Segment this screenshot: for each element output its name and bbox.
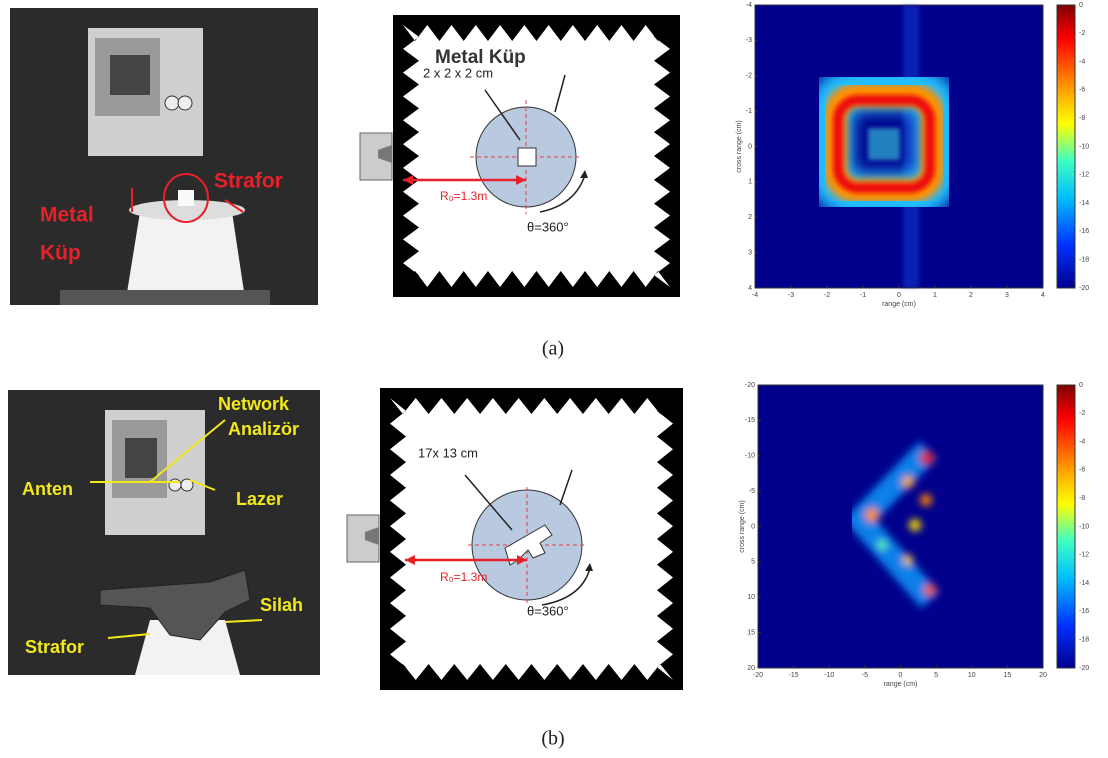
colorbar-tick-label: -12: [1079, 552, 1089, 559]
colorbar-tick-label: -18: [1079, 257, 1089, 264]
photo-label: Lazer: [236, 489, 283, 509]
y-tick-label: -2: [746, 73, 752, 80]
y-tick-label: 5: [751, 559, 755, 566]
x-axis-label: range (cm): [884, 681, 918, 688]
x-tick-label: 2: [969, 292, 973, 299]
x-tick-label: -5: [862, 672, 868, 679]
y-tick-label: 2: [748, 214, 752, 221]
y-tick-label: 15: [747, 629, 755, 636]
x-tick-label: -15: [789, 672, 799, 679]
photo-label: Analizör: [228, 419, 299, 439]
x-tick-label: -4: [752, 292, 758, 299]
x-tick-label: 3: [1005, 292, 1009, 299]
x-tick-label: -20: [753, 672, 763, 679]
y-tick-label: 0: [751, 523, 755, 530]
y-tick-label: -3: [746, 37, 752, 44]
x-tick-label: 4: [1041, 292, 1045, 299]
diagram-label: R₀=1.3m: [440, 189, 487, 203]
x-axis-label: range (cm): [882, 301, 916, 308]
colorbar-tick-label: -10: [1079, 143, 1089, 150]
photo-label: Anten: [22, 479, 73, 499]
caption: (a): [542, 338, 564, 360]
photo-label: Strafor: [214, 170, 283, 193]
x-tick-label: 10: [968, 672, 976, 679]
body: Strafor Metal Küp Metal Küp 2 x 2 x 2 cm…: [0, 0, 1108, 758]
photo-a: Strafor Metal Küp: [10, 8, 318, 305]
y-tick-label: 1: [748, 179, 752, 186]
colorbar-tick-label: -20: [1079, 285, 1089, 292]
y-tick-label: 10: [747, 594, 755, 601]
colorbar-tick-label: -2: [1079, 410, 1085, 417]
image-a: [755, 5, 1075, 288]
x-tick-label: -3: [788, 292, 794, 299]
x-tick-label: 1: [933, 292, 937, 299]
y-tick-label: -1: [746, 108, 752, 115]
diagram-label: θ=360°: [527, 603, 569, 618]
y-tick-label: 4: [748, 285, 752, 292]
colorbar-tick-label: 0: [1079, 2, 1083, 9]
photo-label: Strafor: [25, 637, 84, 657]
page: Figure {"figure": {"panels": [ {"caption…: [0, 0, 1108, 758]
colorbar-tick-label: -4: [1079, 58, 1085, 65]
diagram-label: θ=360°: [527, 219, 569, 234]
colorbar-tick-label: -4: [1079, 438, 1085, 445]
colorbar-tick-label: -6: [1079, 467, 1085, 474]
x-tick-label: 15: [1003, 672, 1011, 679]
colorbar-tick-label: -20: [1079, 665, 1089, 672]
photo-label: Küp: [40, 242, 81, 265]
x-tick-label: 0: [897, 292, 901, 299]
x-tick-label: -10: [824, 672, 834, 679]
colorbar-tick-label: -16: [1079, 228, 1089, 235]
y-tick-label: 20: [747, 665, 755, 672]
y-tick-label: -10: [745, 453, 755, 460]
colorbar-tick-label: 0: [1079, 382, 1083, 389]
colorbar-tick-label: -2: [1079, 30, 1085, 37]
figure: Strafor Metal Küp Metal Küp 2 x 2 x 2 cm…: [0, 0, 1108, 758]
colorbar-tick-label: -14: [1079, 580, 1089, 587]
photo-label: Network: [218, 394, 290, 414]
x-tick-label: 0: [899, 672, 903, 679]
x-tick-label: -1: [860, 292, 866, 299]
y-tick-label: 0: [748, 143, 752, 150]
y-tick-label: -4: [746, 2, 752, 9]
colorbar-tick-label: -6: [1079, 87, 1085, 94]
y-axis-label: cross range (cm): [739, 500, 746, 553]
diagram-label: 2 x 2 x 2 cm: [423, 65, 493, 80]
colorbar-tick-label: -8: [1079, 495, 1085, 502]
diagram-label: R₀=1.3m: [440, 570, 487, 584]
photo-label: Silah: [260, 595, 303, 615]
colorbar-tick-label: -18: [1079, 637, 1089, 644]
colorbar-tick-label: -16: [1079, 608, 1089, 615]
diagram-label: 17x 13 cm: [418, 445, 478, 460]
x-tick-label: 20: [1039, 672, 1047, 679]
colorbar-tick-label: -14: [1079, 200, 1089, 207]
y-tick-label: -20: [745, 382, 755, 389]
image-b: [758, 385, 1075, 668]
y-tick-label: -5: [749, 488, 755, 495]
colorbar-tick-label: -12: [1079, 172, 1089, 179]
photo-label: Metal: [40, 204, 94, 227]
photo-b: Network Analizör Anten Lazer Silah Straf…: [8, 390, 320, 675]
colorbar-tick-label: -8: [1079, 115, 1085, 122]
colorbar-tick-label: -10: [1079, 523, 1089, 530]
x-tick-label: -2: [824, 292, 830, 299]
x-tick-label: 5: [934, 672, 938, 679]
y-axis-label: cross range (cm): [736, 120, 743, 173]
y-tick-label: 3: [748, 249, 752, 256]
y-tick-label: -15: [745, 417, 755, 424]
caption: (b): [541, 728, 564, 750]
